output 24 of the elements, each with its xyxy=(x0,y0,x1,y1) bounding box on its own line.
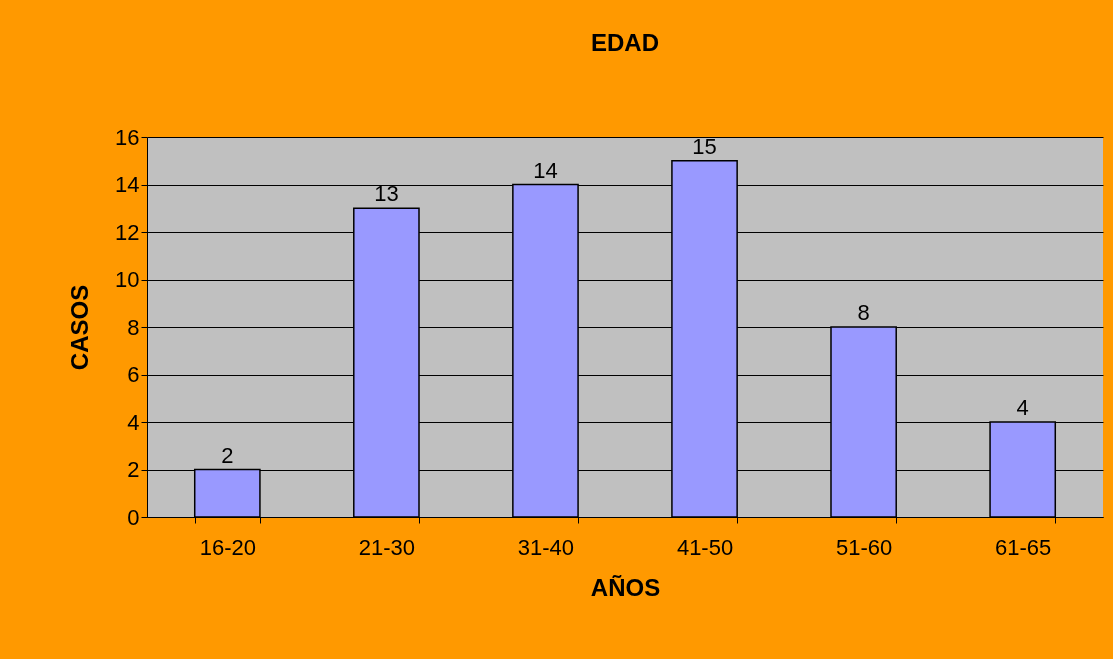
data-label: 13 xyxy=(374,181,399,207)
data-label: 14 xyxy=(533,157,558,183)
data-label: 4 xyxy=(1016,395,1029,420)
y-tick-label: 6 xyxy=(127,362,140,387)
y-tick-label: 10 xyxy=(115,267,140,292)
data-label: 15 xyxy=(692,133,717,159)
x-tick-label: 16-20 xyxy=(199,534,256,560)
y-tick-label: 2 xyxy=(127,457,140,482)
y-tick-label: 16 xyxy=(115,124,140,150)
y-tick-label: 12 xyxy=(115,219,140,245)
y-tick-label: 0 xyxy=(127,504,140,530)
x-tick-label: 31-40 xyxy=(517,534,575,560)
x-axis-title: AÑOS xyxy=(590,573,661,601)
x-tick-label: 41-50 xyxy=(676,534,734,560)
data-label: 2 xyxy=(221,442,234,468)
x-tick-label: 51-60 xyxy=(835,534,893,560)
x-tick-label: 61-65 xyxy=(995,534,1052,560)
y-tick-label: 14 xyxy=(115,172,140,197)
y-axis-title: CASOS xyxy=(66,284,94,371)
x-tick-label: 21-30 xyxy=(358,534,416,560)
chart-title: EDAD xyxy=(590,29,660,56)
data-label: 8 xyxy=(857,300,870,325)
y-tick-label: 8 xyxy=(127,314,140,340)
y-tick-label: 4 xyxy=(127,409,140,435)
